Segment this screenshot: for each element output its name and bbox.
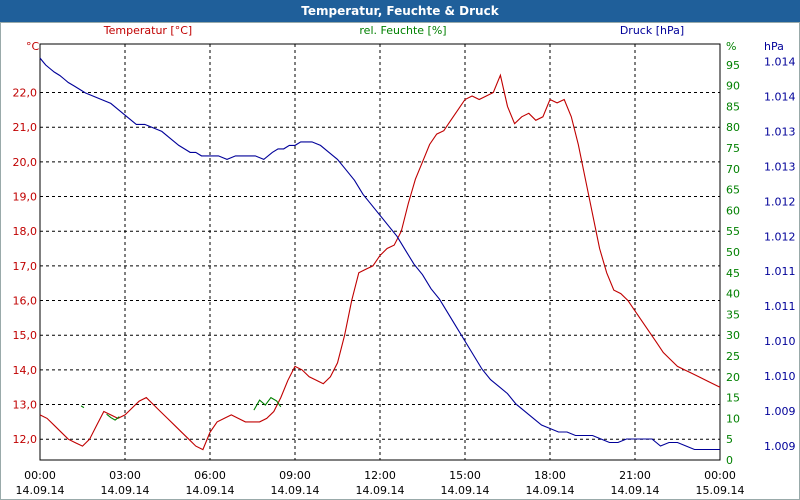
x-tick-time: 18:00	[534, 469, 566, 482]
press-tick-label: 1.011	[764, 300, 796, 313]
chart-frame	[0, 22, 800, 500]
x-tick-time: 00:00	[24, 469, 56, 482]
temp-axis-title: Temperatur [°C]	[103, 24, 192, 37]
temp-tick-label: 21,0	[13, 121, 38, 134]
press-tick-label: 1.011	[764, 265, 796, 278]
x-tick-time: 09:00	[279, 469, 311, 482]
hum-tick-label: 60	[726, 204, 740, 217]
hum-tick-label: 40	[726, 288, 740, 301]
temp-unit-label: °C	[26, 40, 40, 53]
press-axis-title: Druck [hPa]	[620, 24, 684, 37]
hum-tick-label: 70	[726, 163, 740, 176]
x-tick-date: 15.09.14	[696, 484, 745, 497]
x-tick-time: 06:00	[194, 469, 226, 482]
x-tick-date: 14.09.14	[441, 484, 490, 497]
press-unit-label: hPa	[764, 40, 784, 53]
hum-tick-label: 75	[726, 142, 740, 155]
temp-tick-label: 13,0	[13, 399, 38, 412]
x-tick-time: 00:00	[704, 469, 736, 482]
press-tick-label: 1.010	[764, 370, 796, 383]
series-line-humidity	[253, 396, 282, 411]
hum-tick-label: 65	[726, 184, 740, 197]
press-tick-label: 1.013	[764, 125, 796, 138]
x-tick-time: 03:00	[109, 469, 141, 482]
press-tick-label: 1.012	[764, 230, 796, 243]
temp-tick-label: 15,0	[13, 329, 38, 342]
hum-tick-label: 30	[726, 329, 740, 342]
x-tick-time: 15:00	[449, 469, 481, 482]
x-tick-time: 12:00	[364, 469, 396, 482]
temp-tick-label: 16,0	[13, 295, 38, 308]
press-tick-label: 1.014	[764, 90, 796, 103]
press-tick-label: 1.009	[764, 440, 796, 453]
hum-tick-label: 90	[726, 80, 740, 93]
chart-title: Temperatur, Feuchte & Druck	[0, 0, 800, 22]
series-line-humidity	[80, 405, 85, 409]
temp-tick-label: 22,0	[13, 87, 38, 100]
press-tick-label: 1.013	[764, 160, 796, 173]
hum-tick-label: 0	[726, 454, 733, 467]
x-tick-date: 14.09.14	[356, 484, 405, 497]
series-line-humidity	[106, 413, 120, 421]
press-tick-label: 1.012	[764, 195, 796, 208]
hum-tick-label: 45	[726, 267, 740, 280]
hum-axis-title: rel. Feuchte [%]	[359, 24, 446, 37]
hum-tick-label: 35	[726, 308, 740, 321]
x-tick-date: 14.09.14	[611, 484, 660, 497]
x-tick-time: 21:00	[619, 469, 651, 482]
series-line-pressure	[39, 57, 720, 451]
press-tick-label: 1.010	[764, 335, 796, 348]
series-line-temperature	[39, 73, 721, 451]
press-tick-label: 1.014	[764, 55, 796, 68]
hum-unit-label: %	[726, 40, 736, 53]
hum-tick-label: 50	[726, 246, 740, 259]
temp-tick-label: 20,0	[13, 156, 38, 169]
x-tick-date: 14.09.14	[16, 484, 65, 497]
x-tick-date: 14.09.14	[101, 484, 150, 497]
hum-tick-label: 95	[726, 59, 740, 72]
press-tick-label: 1.009	[764, 405, 796, 418]
hum-tick-label: 25	[726, 350, 740, 363]
hum-tick-label: 20	[726, 371, 740, 384]
hum-tick-label: 80	[726, 121, 740, 134]
hum-tick-label: 55	[726, 225, 740, 238]
x-tick-date: 14.09.14	[186, 484, 235, 497]
temp-tick-label: 17,0	[13, 260, 38, 273]
hum-tick-label: 5	[726, 433, 733, 446]
temp-tick-label: 12,0	[13, 433, 38, 446]
hum-tick-label: 10	[726, 412, 740, 425]
hum-tick-label: 85	[726, 100, 740, 113]
temp-tick-label: 18,0	[13, 225, 38, 238]
hum-tick-label: 15	[726, 392, 740, 405]
x-tick-date: 14.09.14	[526, 484, 575, 497]
x-tick-date: 14.09.14	[271, 484, 320, 497]
temp-tick-label: 14,0	[13, 364, 38, 377]
temp-tick-label: 19,0	[13, 191, 38, 204]
